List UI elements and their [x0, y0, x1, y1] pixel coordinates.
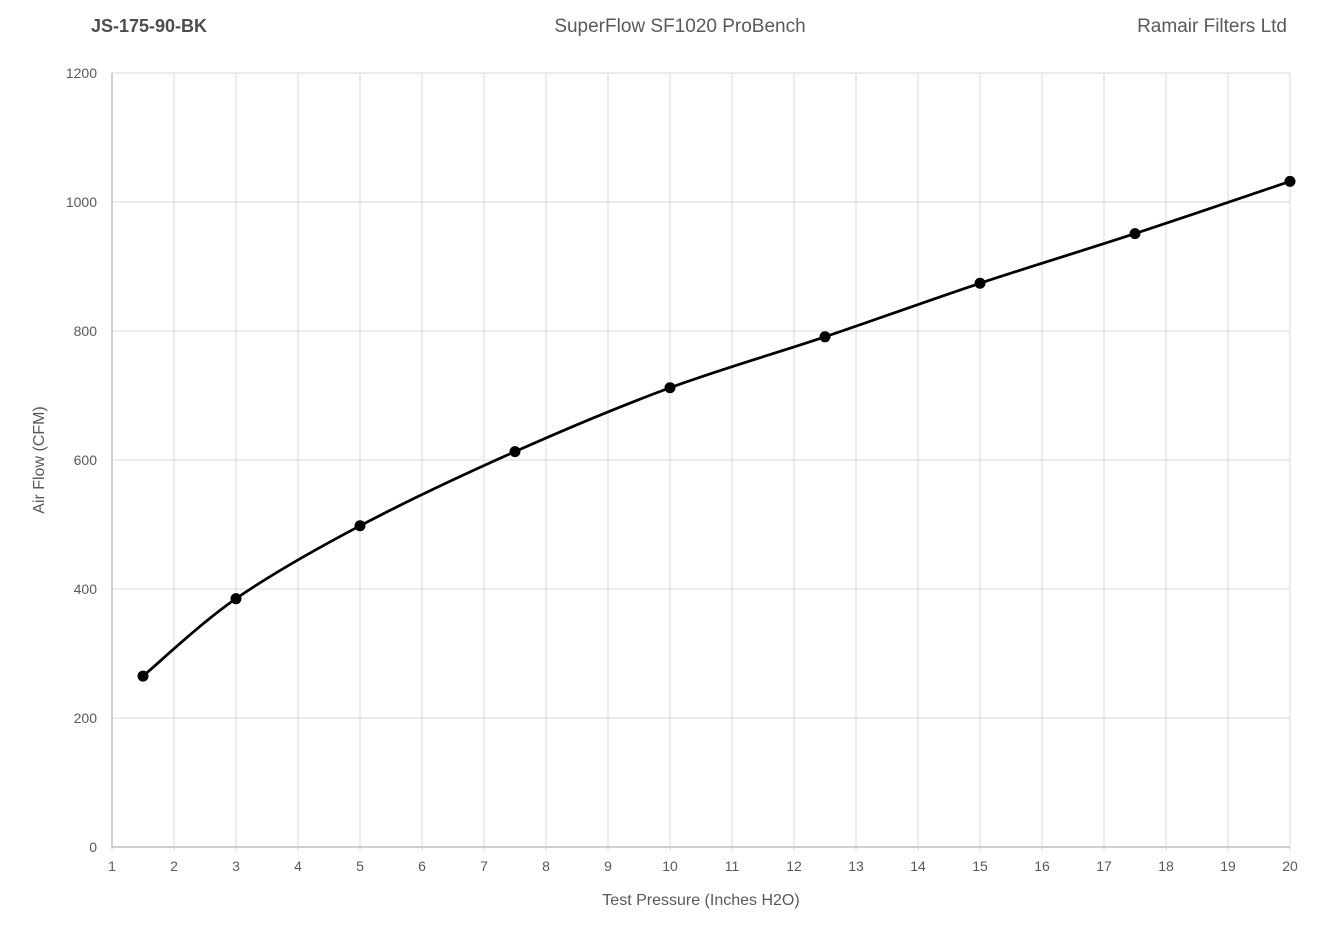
- data-point-marker: [974, 277, 986, 289]
- company-title: Ramair Filters Ltd: [1137, 16, 1287, 37]
- x-tick-label: 6: [418, 858, 426, 874]
- x-tick-label: 14: [910, 858, 926, 874]
- series-line: [141, 179, 1292, 678]
- y-tick-label: 800: [74, 323, 98, 339]
- data-point-marker: [137, 670, 149, 682]
- x-tick-label: 8: [542, 858, 550, 874]
- x-tick-label: 1: [108, 858, 116, 874]
- y-tick-label: 1000: [66, 194, 97, 210]
- data-point-marker: [664, 382, 676, 394]
- data-point-marker: [354, 520, 366, 532]
- y-tick-label: 0: [89, 839, 97, 855]
- x-tick-label: 11: [725, 858, 740, 874]
- x-tick-label: 7: [480, 858, 488, 874]
- x-tick-label: 16: [1034, 858, 1050, 874]
- data-point-marker: [230, 593, 242, 605]
- x-tick-label: 12: [786, 858, 802, 874]
- x-tick-label: 3: [232, 858, 240, 874]
- x-tick-label: 18: [1158, 858, 1174, 874]
- x-tick-label: 5: [356, 858, 364, 874]
- y-tick-label: 200: [74, 710, 98, 726]
- x-tick-label: 2: [170, 858, 178, 874]
- x-tick-label: 17: [1096, 858, 1112, 874]
- data-point-marker: [1284, 175, 1296, 187]
- y-tick-label: 1200: [66, 65, 97, 81]
- x-tick-label: 4: [294, 858, 302, 874]
- x-tick-label: 10: [662, 858, 678, 874]
- chart-title: SuperFlow SF1020 ProBench: [554, 16, 806, 37]
- x-tick-label: 19: [1220, 858, 1236, 874]
- part-number-title: JS-175-90-BK: [91, 16, 208, 36]
- data-point-marker: [1129, 228, 1141, 240]
- data-point-marker: [509, 446, 521, 458]
- y-axis-title: Air Flow (CFM): [31, 406, 48, 514]
- data-point-marker: [819, 331, 831, 343]
- y-tick-label: 400: [74, 581, 98, 597]
- x-tick-label: 9: [604, 858, 612, 874]
- x-tick-label: 13: [848, 858, 864, 874]
- x-tick-label: 20: [1282, 858, 1298, 874]
- x-axis-title: Test Pressure (Inches H2O): [602, 892, 800, 909]
- y-tick-label: 600: [74, 452, 98, 468]
- x-tick-label: 15: [972, 858, 988, 874]
